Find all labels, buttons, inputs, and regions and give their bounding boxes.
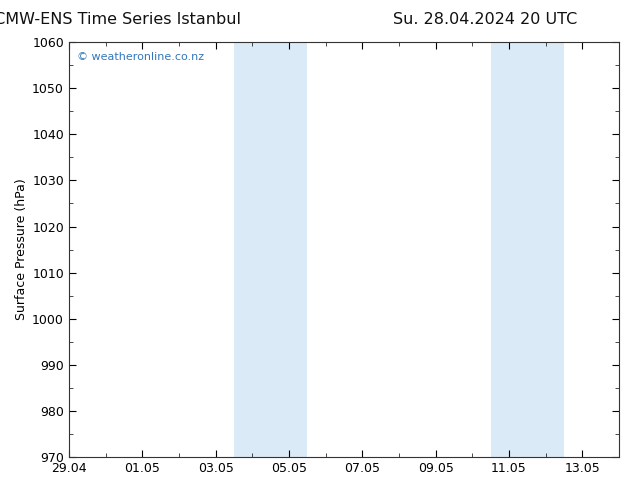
Text: Su. 28.04.2024 20 UTC: Su. 28.04.2024 20 UTC: [393, 12, 578, 27]
Text: ECMW-ENS Time Series Istanbul: ECMW-ENS Time Series Istanbul: [0, 12, 241, 27]
Text: © weatheronline.co.nz: © weatheronline.co.nz: [77, 52, 204, 62]
Bar: [491, 42, 564, 457]
Y-axis label: Surface Pressure (hPa): Surface Pressure (hPa): [15, 179, 28, 320]
Bar: [234, 42, 307, 457]
